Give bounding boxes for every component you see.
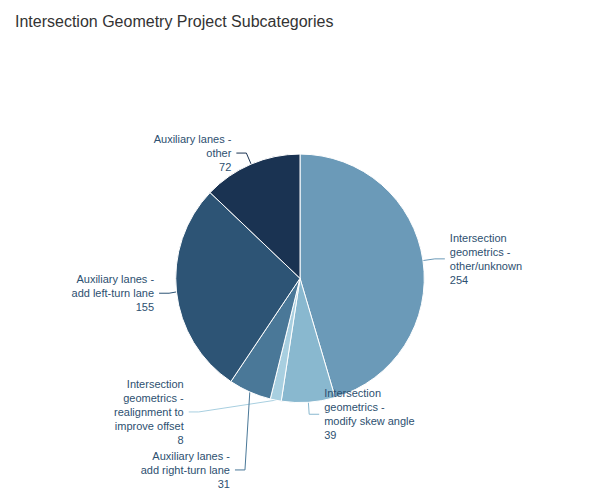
svg-text:geometrics -: geometrics - xyxy=(324,401,385,413)
svg-text:improve offset: improve offset xyxy=(115,420,184,432)
svg-text:Intersection Geometry Project: Intersection Geometry Project Subcategor… xyxy=(15,13,333,30)
svg-text:modify skew angle: modify skew angle xyxy=(324,415,415,427)
svg-text:other: other xyxy=(206,147,231,159)
svg-text:254: 254 xyxy=(450,274,468,286)
svg-text:add left-turn lane: add left-turn lane xyxy=(72,287,155,299)
svg-text:add right-turn lane: add right-turn lane xyxy=(141,464,230,476)
svg-text:realignment to: realignment to xyxy=(114,406,184,418)
svg-text:39: 39 xyxy=(324,429,336,441)
svg-text:Intersection: Intersection xyxy=(324,387,381,399)
svg-text:geometrics -: geometrics - xyxy=(450,246,511,258)
svg-text:Intersection: Intersection xyxy=(127,378,184,390)
svg-text:72: 72 xyxy=(219,161,231,173)
svg-text:155: 155 xyxy=(136,301,154,313)
svg-text:31: 31 xyxy=(218,478,230,490)
svg-text:Auxiliary lanes -: Auxiliary lanes - xyxy=(152,450,230,462)
svg-text:geometrics -: geometrics - xyxy=(123,392,184,404)
svg-text:8: 8 xyxy=(178,434,184,446)
svg-text:Auxiliary lanes -: Auxiliary lanes - xyxy=(76,273,154,285)
svg-text:Intersection: Intersection xyxy=(450,232,507,244)
svg-text:other/unknown: other/unknown xyxy=(450,260,522,272)
svg-text:Auxiliary lanes -: Auxiliary lanes - xyxy=(154,133,232,145)
